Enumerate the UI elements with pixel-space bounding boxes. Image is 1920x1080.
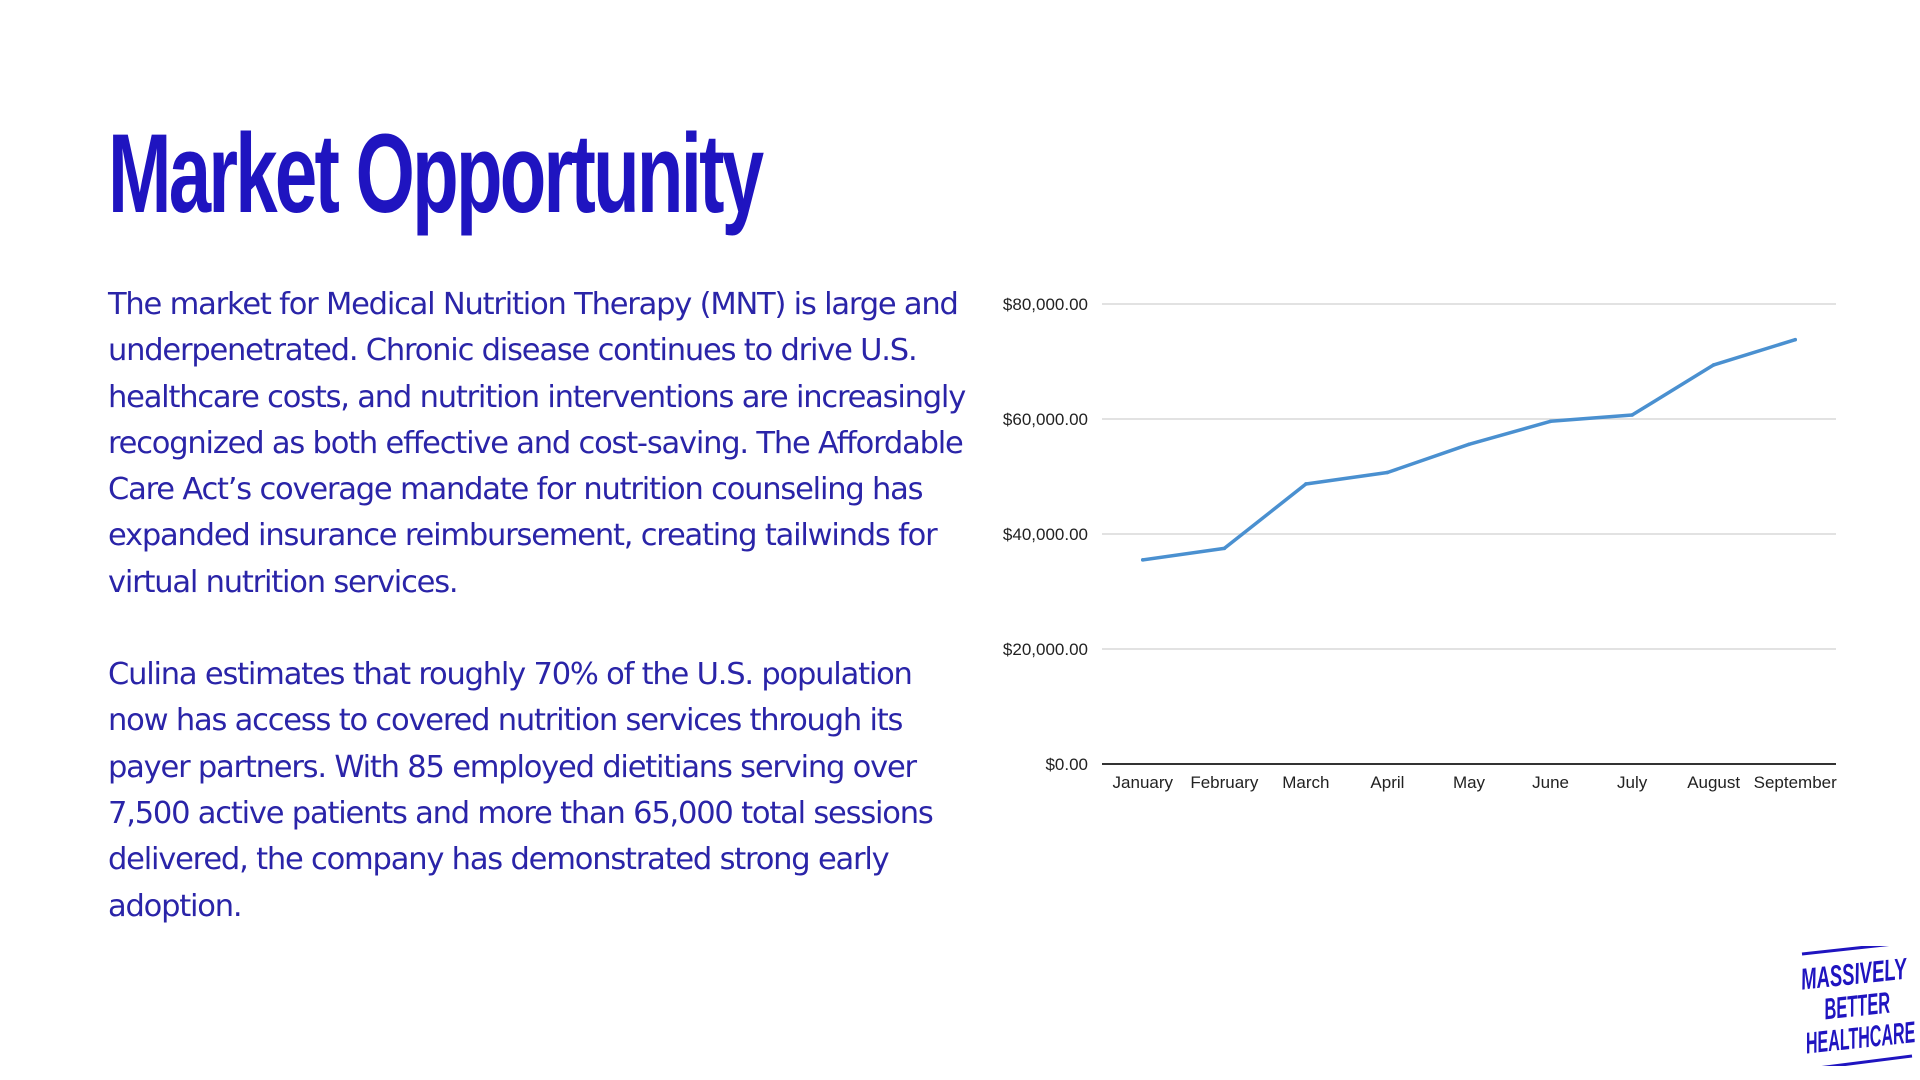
page-title: Market Opportunity [108, 111, 764, 236]
x-tick-label: August [1687, 773, 1740, 792]
y-tick-label: $40,000.00 [1003, 525, 1088, 544]
data-point [1548, 419, 1553, 424]
x-tick-label: January [1113, 773, 1174, 792]
y-tick-label: $80,000.00 [1003, 295, 1088, 314]
data-point [1467, 442, 1471, 447]
data-point [1140, 558, 1145, 562]
revenue-line-chart: $0.00 $20,000.00 $40,000.00 $60,000.00 $80,0… [1003, 295, 1837, 792]
logo-bottom-rule [1821, 1054, 1913, 1066]
body-text: The market for Medical Nutrition Therapy… [108, 282, 968, 930]
data-point [1304, 482, 1308, 486]
y-tick-label: $20,000.00 [1003, 640, 1088, 659]
logo-line-3: HEALTHCARE [1804, 1016, 1916, 1060]
x-tick-label: June [1532, 773, 1569, 792]
data-point [1711, 363, 1716, 367]
data-point [1630, 413, 1634, 417]
x-tick-label: April [1370, 773, 1404, 792]
paragraph-adoption: Culina estimates that roughly 70% of the… [108, 657, 934, 924]
paragraph-market: The market for Medical Nutrition Therapy… [108, 287, 966, 600]
data-point [1793, 337, 1798, 342]
series-line [1141, 337, 1797, 562]
logo-line-2: BETTER [1823, 987, 1892, 1027]
x-tick-label: July [1617, 773, 1648, 792]
data-point [1222, 546, 1227, 551]
x-tick-label: May [1453, 773, 1486, 792]
x-tick-label: February [1190, 773, 1259, 792]
x-tick-label: September [1754, 773, 1837, 792]
data-point [1385, 470, 1390, 475]
y-tick-label: $0.00 [1045, 755, 1088, 774]
massively-better-healthcare-logo: MASSIVELY BETTER HEALTHCARE [1799, 946, 1916, 1066]
y-tick-label: $60,000.00 [1003, 410, 1088, 429]
logo-top-rule [1801, 946, 1890, 956]
x-tick-label: March [1282, 773, 1329, 792]
